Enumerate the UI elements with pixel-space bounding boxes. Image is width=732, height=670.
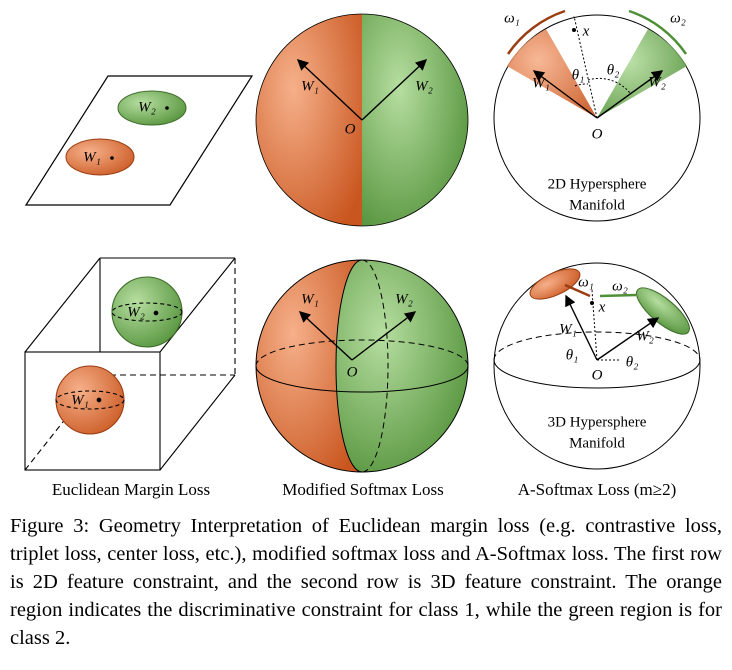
- x-label: x: [598, 299, 606, 315]
- w1-label: W₁: [559, 321, 577, 337]
- w1-label: W₁: [301, 291, 319, 307]
- theta1-label: θ₁: [566, 347, 579, 363]
- caption-text: Geometry Interpretation of Euclidean mar…: [10, 515, 723, 649]
- column-caption: Modified Softmax Loss: [282, 480, 444, 499]
- origin-label: O: [347, 364, 358, 380]
- asoftmax-3d: ω₁ ω₂ x W₁ W₂ θ₁ θ₂ O 3D Hypersphere Man…: [493, 262, 701, 470]
- euclidean-3d: W₂ W₁: [24, 257, 236, 471]
- w2-label: W₂: [395, 291, 413, 307]
- theta2-label: θ₂: [607, 62, 620, 78]
- origin-label: O: [592, 367, 603, 383]
- w2-label: W₂: [127, 304, 145, 320]
- theta2-label: θ₂: [626, 354, 639, 370]
- manifold-label: Manifold: [569, 197, 625, 213]
- w2-label: W₂: [648, 74, 666, 90]
- w1-label: W₁: [532, 75, 550, 91]
- caption-label: Figure 3:: [10, 515, 90, 537]
- manifold-label: Manifold: [569, 435, 625, 451]
- manifold-label: 3D Hypersphere: [548, 414, 647, 430]
- omega1-label: ω₁: [504, 10, 520, 26]
- manifold-label: 2D Hypersphere: [548, 176, 647, 192]
- column-caption: A-Softmax Loss (m≥2): [518, 480, 677, 499]
- column-caption: Euclidean Margin Loss: [52, 480, 210, 499]
- w1-label: W₁: [301, 78, 319, 94]
- figure: W₂ W₁ W₁ W₂ O ω₁ ω₂ x θ₁ θ₂ W₁ W₂ O 2D H…: [24, 9, 701, 499]
- euclidean-2d: W₂ W₁: [24, 75, 254, 206]
- softmax-2d: W₁ W₂ O: [255, 13, 469, 227]
- w2-label: W₂: [636, 328, 654, 344]
- omega2-label: ω₂: [670, 10, 686, 26]
- asoftmax-2d: ω₁ ω₂ x θ₁ θ₂ W₁ W₂ O 2D Hypersphere Man…: [493, 9, 701, 222]
- x-label: x: [582, 23, 590, 39]
- softmax-3d: W₁ W₂ O: [255, 259, 469, 473]
- origin-label: O: [592, 126, 603, 142]
- origin-label: O: [345, 121, 356, 137]
- theta1-label: θ₁: [572, 67, 585, 83]
- w2-label: W₂: [415, 78, 433, 94]
- omega1-label: ω₁: [578, 274, 594, 290]
- w2-label: W₂: [138, 99, 156, 115]
- figure-caption: Figure 3: Geometry Interpretation of Euc…: [10, 512, 722, 652]
- w1-label: W₁: [71, 392, 89, 408]
- w1-label: W₁: [83, 149, 101, 165]
- omega2-label: ω₂: [612, 278, 628, 294]
